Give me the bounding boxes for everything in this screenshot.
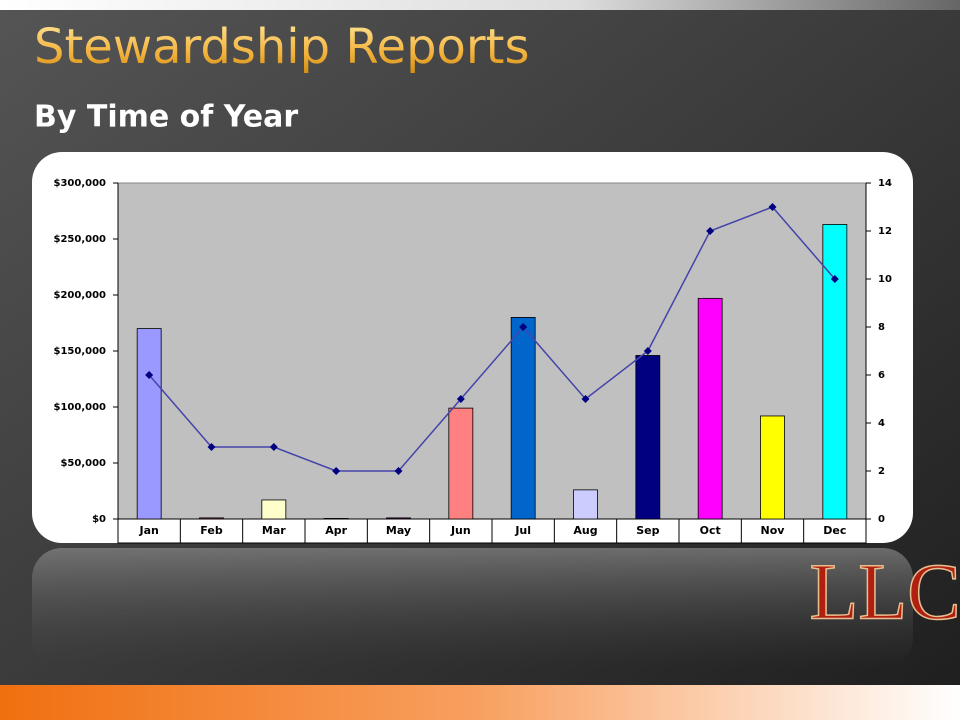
x-tick-label: Jul: [514, 524, 531, 537]
y2-tick-label: 12: [878, 226, 892, 237]
line-marker: [706, 227, 715, 235]
bar: [510, 316, 536, 520]
line: [148, 206, 836, 472]
x-tick-label: Feb: [200, 524, 223, 537]
x-tick-label: Dec: [823, 524, 846, 537]
line-marker: [456, 395, 465, 403]
y-tick-label: $150,000: [53, 346, 106, 357]
line-marker: [581, 395, 590, 403]
y2-tick-label: 4: [878, 418, 885, 429]
x-tick-label: Nov: [761, 524, 786, 537]
bar: [635, 355, 661, 520]
y-tick-label: $100,000: [53, 402, 106, 413]
y2-tick-label: 10: [878, 274, 892, 285]
line-marker: [269, 443, 278, 451]
x-tick-label: Jan: [138, 524, 158, 537]
bar: [323, 518, 349, 520]
bottom-strip: [0, 685, 960, 720]
y2-tick-label: 6: [878, 370, 885, 381]
bar: [199, 517, 224, 520]
y2-tick-label: 8: [878, 322, 885, 333]
y-tick-label: $300,000: [53, 178, 106, 189]
y-tick-label: $0: [92, 514, 106, 525]
line-marker: [519, 323, 528, 331]
y2-tick-label: 2: [878, 466, 885, 477]
logo: LLC: [809, 548, 960, 636]
bar: [261, 499, 287, 520]
bar: [136, 328, 162, 520]
bar: [822, 224, 848, 520]
x-tick-label: Mar: [262, 524, 286, 537]
top-strip: [0, 0, 960, 10]
x-tick-label: Apr: [325, 524, 347, 537]
subtitle: By Time of Year: [34, 100, 298, 135]
y2-tick-label: 0: [878, 514, 885, 525]
bar: [386, 517, 411, 520]
y-tick-label: $250,000: [53, 234, 106, 245]
line-marker: [768, 203, 777, 211]
bar: [760, 415, 785, 520]
title: Stewardship Reports: [34, 19, 529, 75]
x-tick-label: May: [386, 524, 411, 537]
bar: [448, 407, 474, 520]
bar: [697, 297, 723, 520]
line-marker: [643, 347, 652, 355]
y-tick-label: $200,000: [53, 290, 106, 301]
bar: [573, 489, 598, 520]
line-marker: [207, 443, 216, 451]
y-tick-label: $50,000: [60, 458, 106, 469]
x-tick-label: Sep: [636, 524, 659, 537]
y2-tick-label: 14: [878, 178, 892, 189]
line-marker: [830, 275, 839, 283]
x-tick-label: Oct: [700, 524, 721, 537]
plot-area: [117, 182, 867, 520]
line-marker: [332, 467, 341, 475]
line-marker: [145, 371, 154, 379]
x-tick-label: Aug: [573, 524, 597, 537]
line-marker: [394, 467, 403, 475]
x-tick-label: Jun: [450, 524, 471, 537]
reflection: [32, 548, 913, 668]
